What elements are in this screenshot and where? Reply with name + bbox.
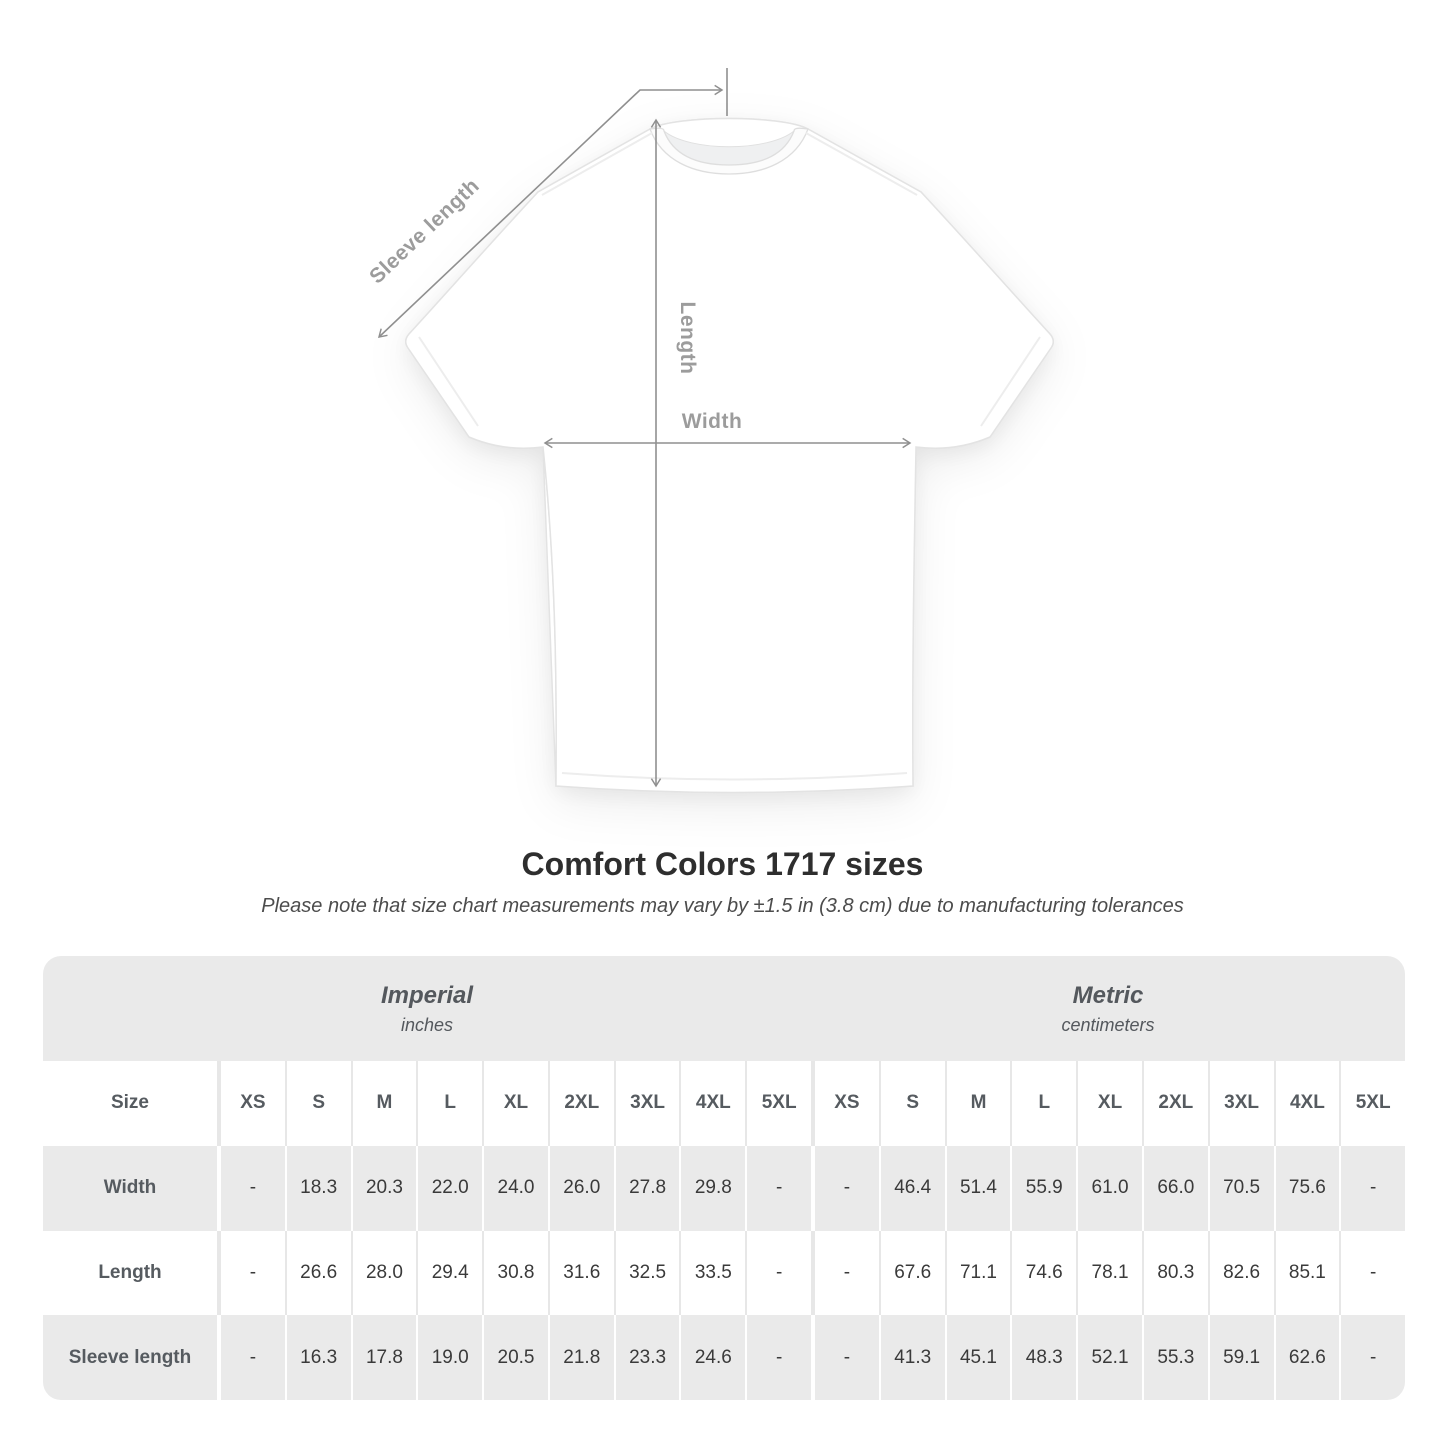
sleeve-value-cell: 52.1 <box>1076 1315 1142 1400</box>
size-header-cell: XL <box>1076 1061 1142 1146</box>
sleeve-value-cell: 23.3 <box>613 1315 680 1400</box>
length-value-cell: - <box>1339 1230 1405 1316</box>
sleeve-value-cell: 16.3 <box>284 1315 351 1400</box>
size-header-cell: M <box>944 1061 1011 1146</box>
sleeve-value-cell: 45.1 <box>944 1315 1011 1400</box>
metric-section-title: Metric <box>1072 981 1144 1009</box>
length-value-cell: - <box>217 1230 285 1316</box>
right-shoulder-seam <box>805 132 918 196</box>
size-header-cell: S <box>878 1061 945 1146</box>
sleeve-value-cell: - <box>1339 1315 1405 1400</box>
sleeve-value-cell: 24.6 <box>679 1315 745 1400</box>
width-label: Width <box>682 410 743 433</box>
width-value-cell: 22.0 <box>416 1145 482 1231</box>
length-value-cell: 29.4 <box>416 1230 482 1316</box>
length-row: Length -26.6 28.0 29.4 30.8 31.6 32.5 33.5- -6… <box>43 1230 1405 1316</box>
length-value-cell: 82.6 <box>1207 1230 1274 1316</box>
width-value-cell: 27.8 <box>613 1145 680 1231</box>
width-value-cell: 66.0 <box>1141 1145 1208 1231</box>
width-value-cell: - <box>811 1145 879 1231</box>
sleeve-value-cell: 19.0 <box>416 1315 482 1400</box>
size-header-cell: 5XL <box>745 1061 811 1146</box>
length-label: Length <box>676 302 699 375</box>
sleeve-value-cell: 21.8 <box>547 1315 614 1400</box>
size-column-header: Size <box>110 1092 150 1114</box>
page-title: Comfort Colors 1717 sizes <box>521 846 924 882</box>
size-header-row: Size XS S M L XL 2XL 3XL 4XL 5XL XS S M L XL 2XL 3XL 4X… <box>43 1061 1405 1146</box>
imperial-section-subtitle: inches <box>400 1014 454 1035</box>
sleeve-value-cell: - <box>745 1315 811 1400</box>
tshirt-measurement-diagram: Sleeve length Length Width <box>365 68 1054 794</box>
width-value-cell: - <box>217 1145 285 1231</box>
row-label-sleeve-length: Sleeve length <box>68 1346 192 1368</box>
sleeve-value-cell: 20.5 <box>482 1315 548 1400</box>
length-value-cell: 74.6 <box>1010 1230 1076 1316</box>
length-value-cell: 78.1 <box>1076 1230 1142 1316</box>
length-value-cell: 32.5 <box>613 1230 680 1316</box>
width-value-cell: 55.9 <box>1010 1145 1076 1231</box>
imperial-section-header: Imperial inches <box>43 956 811 1061</box>
sleeve-length-arrow <box>377 84 724 338</box>
size-table: Imperial inches Metric centimeters Size … <box>43 956 1405 1400</box>
length-value-cell: 28.0 <box>350 1230 417 1316</box>
sleeve-value-cell: - <box>811 1315 879 1400</box>
size-header-cell: XS <box>217 1061 285 1146</box>
length-value-cell: 31.6 <box>547 1230 614 1316</box>
unit-header-band: Imperial inches Metric centimeters <box>43 956 1405 1061</box>
size-header-cell: 4XL <box>1273 1061 1340 1146</box>
size-header-cell: XS <box>811 1061 879 1146</box>
width-row: Width -18.3 20.3 22.0 24.0 26.0 27.8 29.8- -46… <box>43 1145 1405 1231</box>
size-header-cell: L <box>416 1061 482 1146</box>
size-header-cell: 3XL <box>613 1061 680 1146</box>
sleeve-value-cell: 48.3 <box>1010 1315 1076 1400</box>
size-header-cell: XL <box>482 1061 548 1146</box>
left-cuff-seam <box>418 336 479 427</box>
length-value-cell: 30.8 <box>482 1230 548 1316</box>
sleeve-value-cell: 59.1 <box>1207 1315 1274 1400</box>
size-header-cell: 2XL <box>547 1061 614 1146</box>
hem-stitch-seam <box>561 772 908 781</box>
sleeve-length-row: Sleeve length -16.3 17.8 19.0 20.5 21.8 23.3 2… <box>43 1315 1405 1400</box>
size-header-cell: 3XL <box>1207 1061 1274 1146</box>
size-header-cell: M <box>350 1061 417 1146</box>
width-value-cell: 29.8 <box>679 1145 745 1231</box>
sleeve-value-cell: 17.8 <box>350 1315 417 1400</box>
sleeve-value-cell: 62.6 <box>1273 1315 1340 1400</box>
size-header-cell: 2XL <box>1141 1061 1208 1146</box>
width-value-cell: 46.4 <box>878 1145 945 1231</box>
width-value-cell: 61.0 <box>1076 1145 1142 1231</box>
width-value-cell: 51.4 <box>944 1145 1011 1231</box>
length-value-cell: - <box>811 1230 879 1316</box>
width-value-cell: 70.5 <box>1207 1145 1274 1231</box>
sleeve-value-cell: - <box>217 1315 285 1400</box>
length-value-cell: 33.5 <box>679 1230 745 1316</box>
metric-section-subtitle: centimeters <box>1061 1014 1155 1035</box>
length-value-cell: 85.1 <box>1273 1230 1340 1316</box>
width-value-cell: 20.3 <box>350 1145 417 1231</box>
size-header-cell: 5XL <box>1339 1061 1405 1146</box>
length-value-cell: - <box>745 1230 811 1316</box>
metric-section-header: Metric centimeters <box>811 956 1405 1061</box>
tolerance-note: Please note that size chart measurements… <box>261 895 1184 917</box>
imperial-section-title: Imperial <box>380 981 474 1009</box>
size-header-cell: 4XL <box>679 1061 745 1146</box>
row-label-length: Length <box>98 1261 162 1283</box>
width-value-cell: 24.0 <box>482 1145 548 1231</box>
sleeve-value-cell: 55.3 <box>1141 1315 1208 1400</box>
size-header-cell: S <box>284 1061 351 1146</box>
size-header-cell: L <box>1010 1061 1076 1146</box>
width-value-cell: - <box>1339 1145 1405 1231</box>
length-value-cell: 80.3 <box>1141 1230 1208 1316</box>
right-cuff-seam <box>980 336 1041 427</box>
width-value-cell: 18.3 <box>284 1145 351 1231</box>
length-value-cell: 67.6 <box>878 1230 945 1316</box>
row-label-width: Width <box>103 1177 157 1199</box>
width-value-cell: 75.6 <box>1273 1145 1340 1231</box>
length-value-cell: 71.1 <box>944 1230 1011 1316</box>
width-value-cell: - <box>745 1145 811 1231</box>
width-value-cell: 26.0 <box>547 1145 614 1231</box>
sleeve-value-cell: 41.3 <box>878 1315 945 1400</box>
length-value-cell: 26.6 <box>284 1230 351 1316</box>
